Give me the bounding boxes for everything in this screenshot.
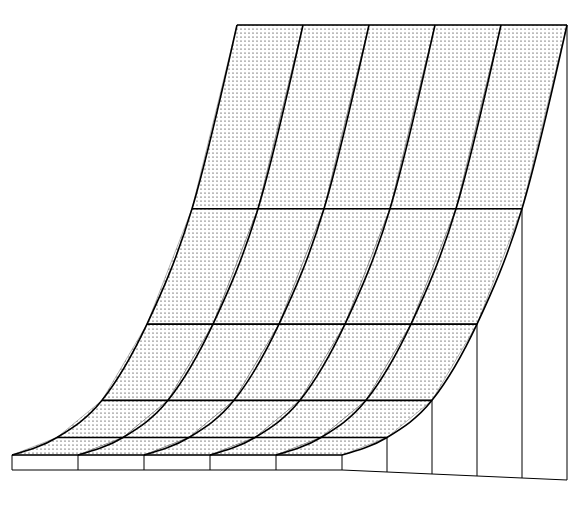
chart	[0, 0, 582, 517]
grid-column	[12, 25, 237, 455]
plot-area	[12, 25, 567, 480]
drop-line	[432, 400, 433, 474]
grid-row	[57, 437, 387, 439]
grid-column	[210, 25, 435, 455]
drop-line	[144, 455, 145, 470]
grid-row	[12, 454, 342, 456]
drop-line	[210, 455, 211, 470]
surface-cell	[321, 400, 432, 437]
drop-line	[12, 455, 13, 470]
base-edge	[12, 470, 342, 471]
grid-row	[237, 24, 567, 26]
grid-row	[102, 400, 432, 402]
grid-row	[147, 323, 477, 325]
grid-column	[342, 25, 567, 455]
surface-cell	[366, 324, 477, 400]
surface-cell	[411, 209, 522, 324]
drop-line	[342, 455, 343, 470]
grid-column	[276, 25, 501, 455]
grid-column	[144, 25, 369, 455]
drop-line	[522, 209, 523, 478]
drop-line	[477, 324, 478, 476]
drop-line	[567, 25, 568, 480]
grid-row	[192, 208, 522, 210]
drop-line	[276, 455, 277, 470]
drop-line	[387, 437, 388, 472]
surface-cell	[456, 25, 567, 209]
drop-line	[78, 455, 79, 470]
grid-column	[78, 25, 303, 455]
base-edge	[342, 470, 567, 480]
